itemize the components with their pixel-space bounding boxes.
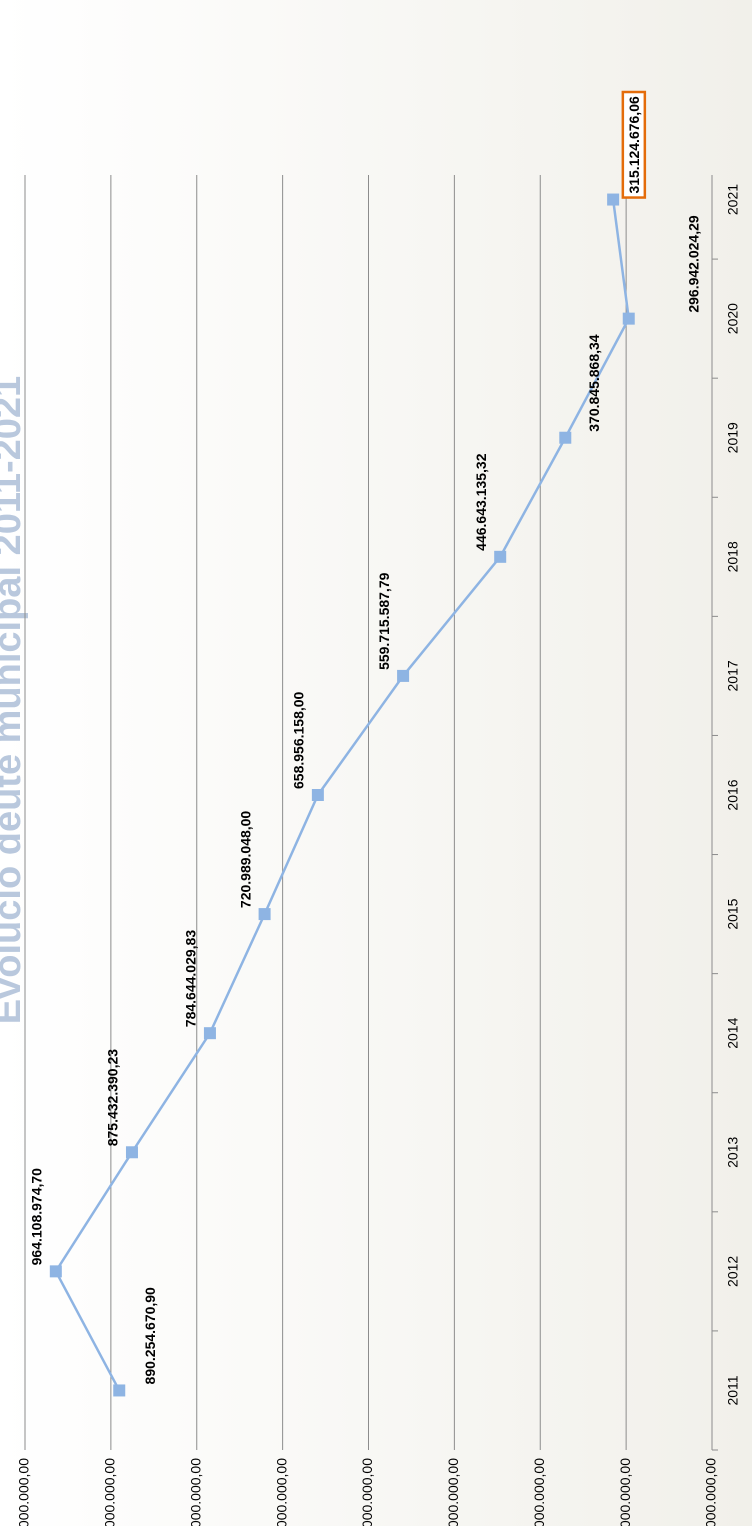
y-tick-label: 600.000.000,00 [359,1458,375,1526]
data-label: 890.254.670,90 [142,1287,158,1385]
data-label: 370.845.868,34 [586,334,602,432]
y-tick-label: 900.000.000,00 [102,1458,118,1526]
data-label: 784.644.029,83 [183,930,199,1028]
data-label: 559.715.587,79 [376,572,392,670]
x-tick-label: 2017 [725,660,741,691]
x-tick-label: 2020 [725,303,741,334]
data-label: 964.108.974,70 [29,1168,45,1266]
data-label: 720.989.048,00 [237,811,253,909]
x-tick-label: 2012 [725,1256,741,1287]
y-tick-label: 500.000.000,00 [445,1458,461,1526]
x-tick-label: 2013 [725,1136,741,1167]
x-tick-label: 2015 [725,898,741,929]
y-tick-label: 800.000.000,00 [187,1458,203,1526]
data-label: 315.124.676,06 [626,96,642,194]
y-tick-label: 300.000.000,00 [617,1458,633,1526]
marker [126,1146,138,1158]
y-tick-label: 200.000.000,00 [703,1458,719,1526]
data-label: 875.432.390,23 [105,1049,121,1147]
y-tick-label: 700.000.000,00 [273,1458,289,1526]
y-tick-label: 400.000.000,00 [531,1458,547,1526]
marker [397,670,409,682]
marker [113,1384,125,1396]
x-tick-label: 2021 [725,184,741,215]
data-label: 296.942.024,29 [685,215,701,313]
marker [204,1027,216,1039]
marker [259,908,271,920]
x-tick-label: 2019 [725,422,741,453]
marker [312,789,324,801]
marker [623,313,635,325]
data-label: 658.956.158,00 [291,691,307,789]
x-tick-label: 2011 [725,1375,741,1405]
page: Evolució deute municipal 2011-2021 200.0… [0,0,752,1526]
x-tick-label: 2014 [725,1017,741,1048]
marker [50,1265,62,1277]
data-label: 446.643.135,32 [473,453,489,551]
background [0,0,752,1526]
y-tick-label: 1.000.000.000,00 [16,1458,32,1526]
marker [494,551,506,563]
marker [607,194,619,206]
chart: Evolució deute municipal 2011-2021 200.0… [0,0,752,1526]
marker [559,432,571,444]
x-tick-label: 2016 [725,779,741,810]
x-tick-label: 2018 [725,541,741,572]
